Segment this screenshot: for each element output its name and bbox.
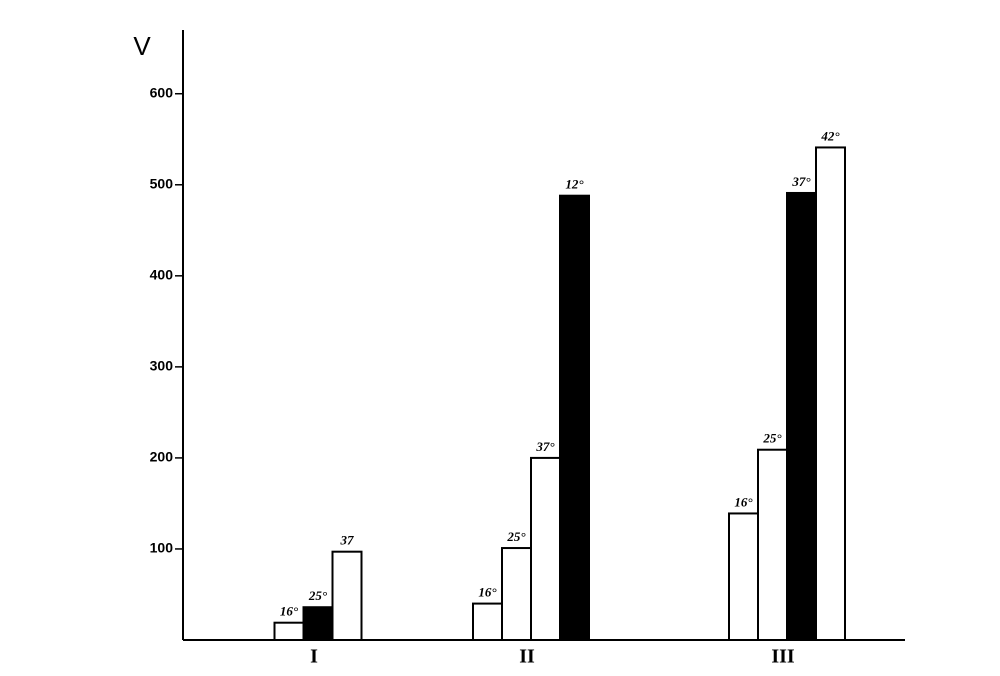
- x-tick-label: I: [310, 646, 318, 668]
- bar-label: 16°: [478, 585, 497, 600]
- bar: [728, 512, 759, 641]
- y-tick-label: 500: [150, 175, 174, 191]
- bar-label: 16°: [280, 604, 299, 619]
- bar-label: 16°: [734, 494, 753, 509]
- x-tick-label: III: [771, 646, 795, 668]
- bar-label: 12°: [565, 177, 584, 192]
- bar-label: 25°: [506, 529, 526, 544]
- bar-label: 42°: [820, 128, 840, 143]
- bar: [559, 194, 590, 641]
- bar: [530, 456, 561, 642]
- y-tick-label: 400: [150, 267, 174, 283]
- bar: [331, 550, 363, 642]
- x-tick-label: II: [519, 646, 535, 668]
- y-axis-label: V: [133, 31, 151, 61]
- bar-label: 25°: [762, 431, 782, 446]
- y-tick-label: 600: [150, 84, 174, 100]
- bar-label: 25°: [308, 588, 328, 603]
- bar: [786, 191, 817, 641]
- bar-label: 37°: [535, 439, 555, 454]
- bar: [472, 602, 503, 642]
- bar: [757, 448, 788, 642]
- y-tick-label: 100: [150, 540, 174, 556]
- y-tick-label: 200: [150, 449, 174, 465]
- bar: [302, 606, 334, 641]
- bar: [815, 146, 846, 641]
- y-tick-label: 300: [150, 358, 174, 374]
- bar: [273, 621, 305, 641]
- bar: [501, 547, 532, 642]
- bar-label: 37°: [791, 174, 811, 189]
- bar-label: 37: [340, 533, 355, 548]
